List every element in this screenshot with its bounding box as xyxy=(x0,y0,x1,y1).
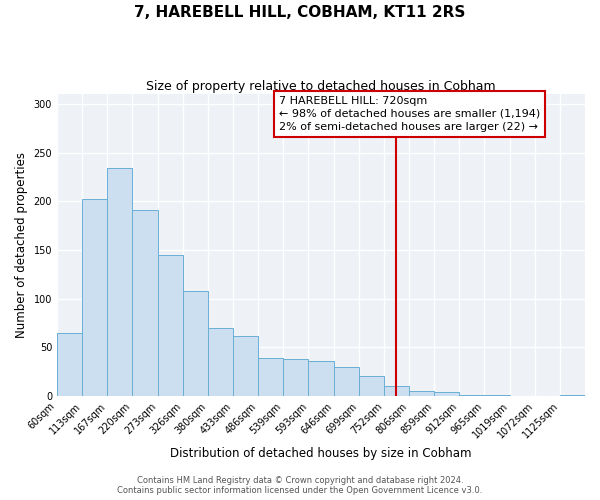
Bar xyxy=(208,328,233,396)
Bar xyxy=(183,291,208,396)
Bar xyxy=(308,361,334,396)
Bar xyxy=(384,386,409,396)
Bar xyxy=(560,395,585,396)
Bar xyxy=(283,359,308,396)
Bar xyxy=(359,376,384,396)
X-axis label: Distribution of detached houses by size in Cobham: Distribution of detached houses by size … xyxy=(170,447,472,460)
Bar xyxy=(409,391,434,396)
Bar xyxy=(434,392,459,396)
Bar xyxy=(459,395,484,396)
Bar xyxy=(484,395,509,396)
Bar xyxy=(57,332,82,396)
Bar xyxy=(258,358,283,396)
Y-axis label: Number of detached properties: Number of detached properties xyxy=(15,152,28,338)
Bar xyxy=(82,200,107,396)
Text: Contains HM Land Registry data © Crown copyright and database right 2024.
Contai: Contains HM Land Registry data © Crown c… xyxy=(118,476,482,495)
Bar xyxy=(107,168,133,396)
Title: Size of property relative to detached houses in Cobham: Size of property relative to detached ho… xyxy=(146,80,496,93)
Bar xyxy=(334,366,359,396)
Text: 7 HAREBELL HILL: 720sqm
← 98% of detached houses are smaller (1,194)
2% of semi-: 7 HAREBELL HILL: 720sqm ← 98% of detache… xyxy=(279,96,540,132)
Text: 7, HAREBELL HILL, COBHAM, KT11 2RS: 7, HAREBELL HILL, COBHAM, KT11 2RS xyxy=(134,5,466,20)
Bar xyxy=(158,255,183,396)
Bar xyxy=(233,336,258,396)
Bar xyxy=(133,210,158,396)
